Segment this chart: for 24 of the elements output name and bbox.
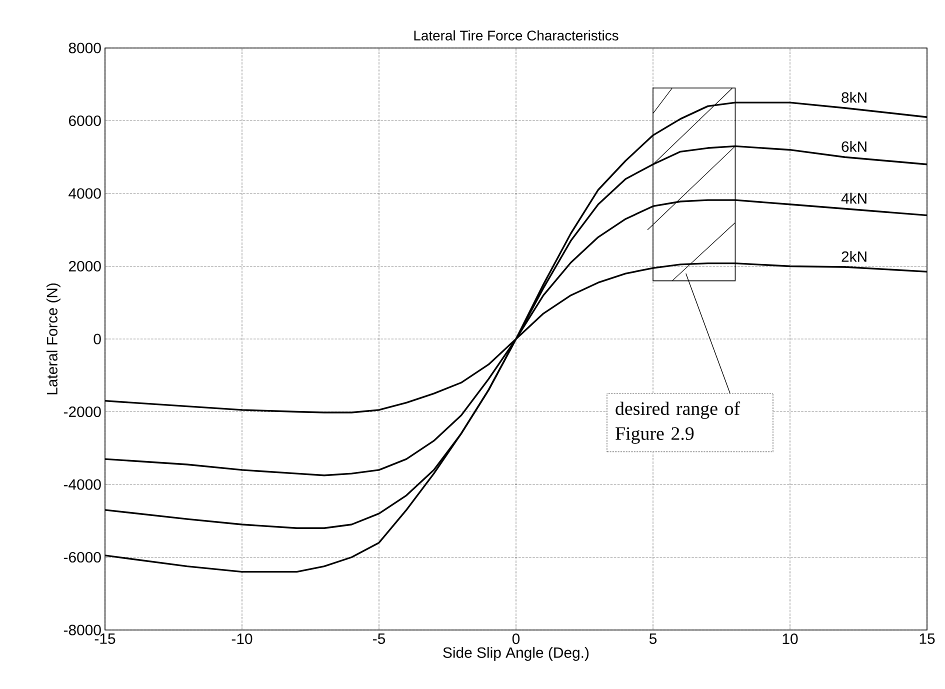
y-tick-label: -8000 [64,624,101,636]
x-tick-label: -5 [373,634,386,644]
x-axis-title: Side Slip Angle (Deg.) [443,646,589,661]
series-label: 8kN [842,92,866,103]
y-tick-label: 6000 [69,115,101,126]
y-tick-label: -2000 [64,406,101,418]
y-tick-label: -6000 [64,552,101,563]
chart-title: Lateral Tire Force Characteristics [414,30,618,40]
x-tick-label: -10 [232,634,252,644]
annotation: desired range of Figure 2.9 [616,402,740,444]
y-axis-title: Lateral Force (N) [46,283,60,394]
y-tick-label: 0 [94,334,101,344]
y-tick-label: 2000 [68,260,101,272]
x-tick-label: 10 [782,634,798,644]
x-tick-label: 15 [920,634,935,644]
x-tick-label: 0 [512,634,520,644]
series-label: 4kN [841,192,866,204]
series-label: 6kN [842,140,866,152]
x-tick-label: 5 [649,634,657,644]
y-tick-label: 4000 [68,188,101,199]
series-label: 2kN [842,250,866,262]
x-tick-label: -15 [94,634,116,644]
y-tick-label: -4000 [64,479,101,490]
y-tick-label: 8000 [68,42,101,54]
